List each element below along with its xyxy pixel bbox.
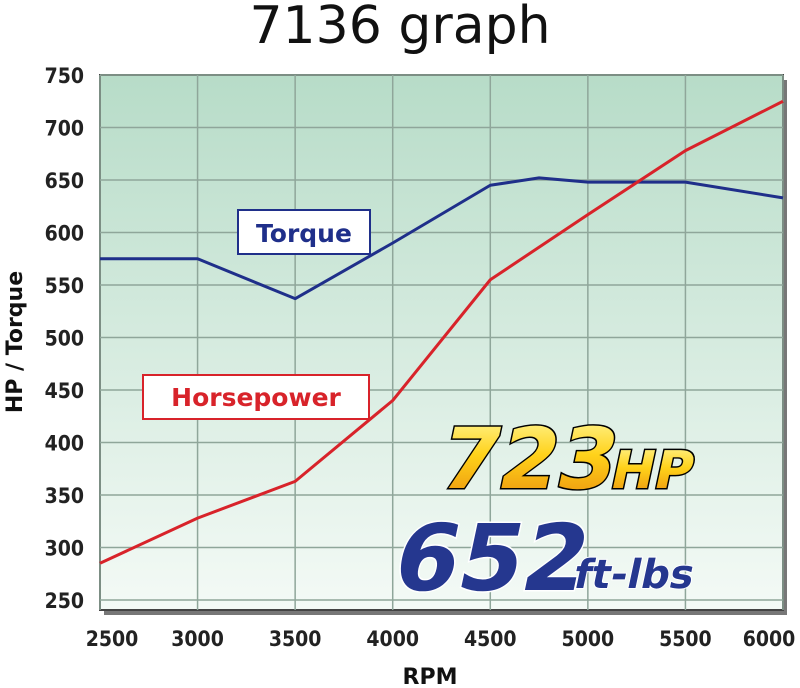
y-tick-label: 300: [45, 537, 84, 561]
y-tick-label: 500: [45, 327, 84, 351]
chart-title: 7136 graph: [249, 0, 551, 56]
y-tick-label: 650: [45, 169, 84, 193]
y-tick-label: 700: [45, 117, 84, 141]
tq-value: 652: [385, 505, 600, 612]
x-tick-label: 5000: [562, 627, 615, 651]
y-tick-label: 550: [45, 274, 84, 298]
legend-horsepower: Horsepower: [142, 374, 370, 420]
legend-torque-label: Torque: [256, 219, 352, 248]
x-tick-label: 5500: [659, 627, 712, 651]
y-tick-label: 400: [45, 432, 84, 456]
y-tick-label: 750: [45, 64, 84, 88]
y-tick-label: 450: [45, 379, 84, 403]
x-tick-label: 3000: [171, 627, 224, 651]
y-tick-label: 600: [45, 222, 84, 246]
x-tick-label: 4000: [366, 627, 419, 651]
x-axis-label: RPM: [403, 665, 458, 688]
series-line-torque: [100, 176, 784, 301]
x-tick-label: 4500: [464, 627, 517, 651]
y-tick-label: 250: [45, 589, 84, 613]
x-tick-label: 6000: [743, 627, 796, 651]
legend-torque: Torque: [237, 209, 371, 255]
hp-unit: HP: [606, 441, 700, 501]
tq-unit: ft-lbs: [570, 550, 699, 597]
x-tick-label: 2500: [86, 627, 139, 651]
x-tick-label: 3500: [269, 627, 322, 651]
torque-callout: 652 ft-lbs: [383, 503, 700, 613]
y-axis-label: HP / Torque: [3, 271, 28, 413]
legend-horsepower-label: Horsepower: [171, 383, 341, 412]
series-line-horsepower: [99, 99, 784, 565]
hp-value: 723: [432, 411, 628, 509]
hp-callout: 723 HP: [430, 409, 701, 510]
y-tick-label: 350: [45, 484, 84, 508]
